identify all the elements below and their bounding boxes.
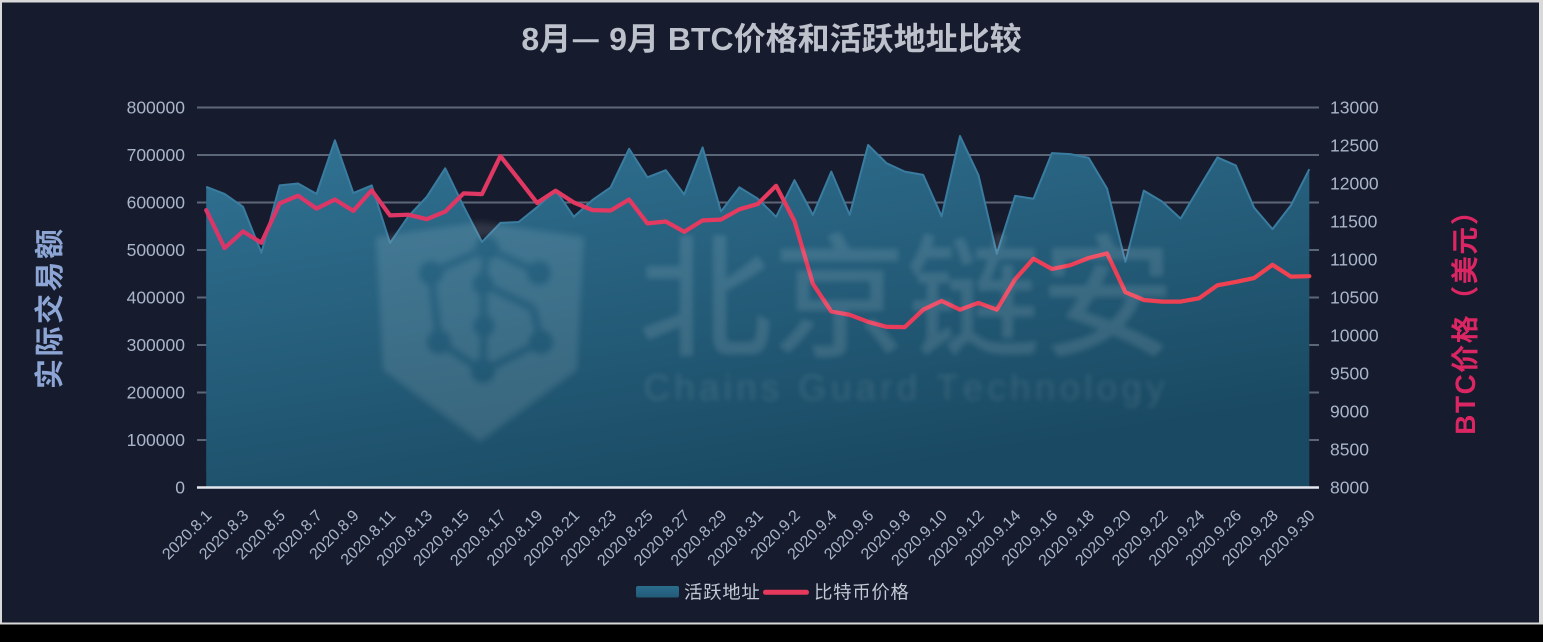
svg-text:800000: 800000 [127,98,186,118]
svg-text:11000: 11000 [1330,250,1378,270]
svg-text:100000: 100000 [127,430,186,450]
svg-text:400000: 400000 [127,288,186,308]
svg-text:300000: 300000 [127,335,186,355]
svg-text:500000: 500000 [127,240,186,260]
svg-text:10500: 10500 [1330,288,1379,308]
svg-text:0: 0 [175,478,185,498]
svg-text:8000: 8000 [1330,478,1369,498]
svg-text:13000: 13000 [1330,98,1379,118]
svg-text:200000: 200000 [127,383,186,403]
svg-text:600000: 600000 [127,193,186,213]
svg-text:11500: 11500 [1330,212,1378,232]
svg-text:10000: 10000 [1330,326,1379,346]
svg-text:9000: 9000 [1330,402,1369,422]
svg-text:12000: 12000 [1330,174,1379,194]
svg-text:8500: 8500 [1330,440,1369,460]
svg-text:12500: 12500 [1330,136,1379,156]
svg-text:9500: 9500 [1330,364,1369,384]
svg-text:700000: 700000 [127,145,186,165]
